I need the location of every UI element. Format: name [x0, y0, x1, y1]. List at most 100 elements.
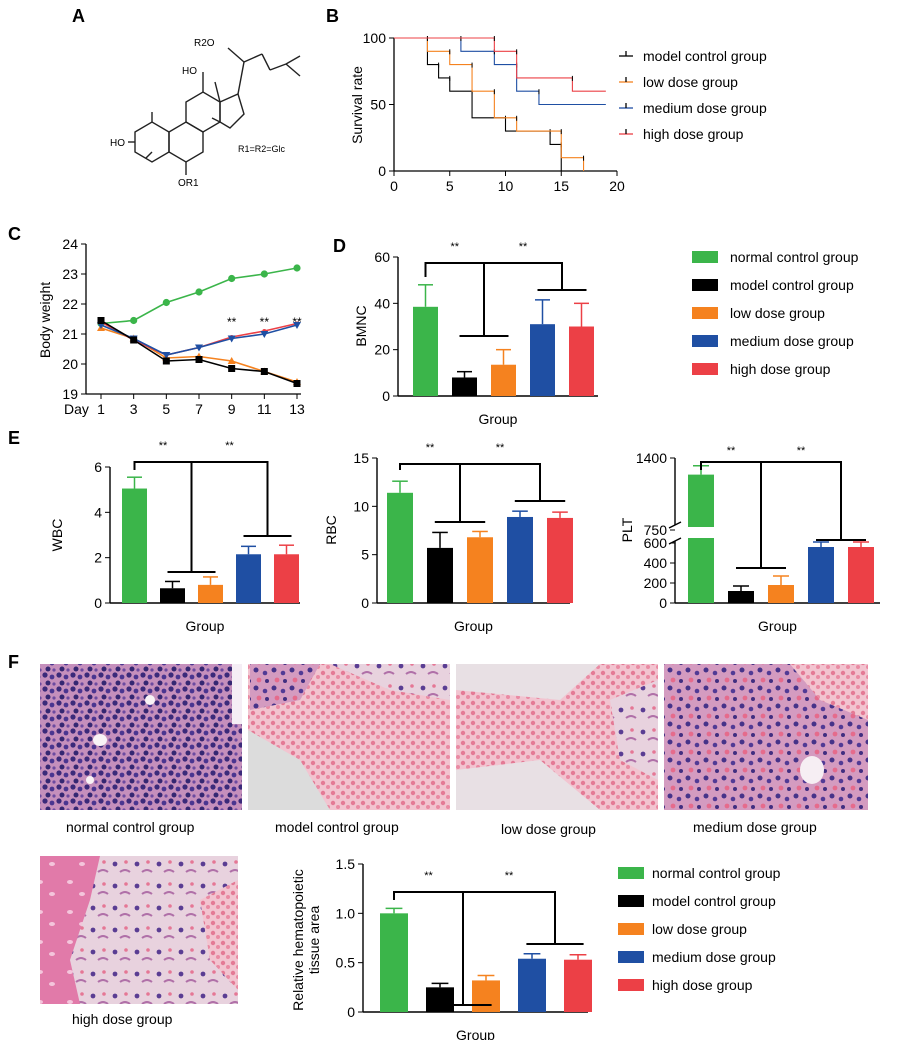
survival-y-label: Survival rate	[349, 66, 365, 144]
area-y-label-line: Relative hematopoietic	[290, 869, 306, 1011]
wbc-sig-1: **	[159, 440, 168, 452]
legend-bottom-model: model control group	[652, 893, 776, 909]
survival-ytick-label: 50	[370, 97, 386, 113]
wbc-x-label: Group	[186, 618, 225, 634]
plt-axis-break-1	[668, 521, 682, 529]
bw-point-normal	[130, 316, 138, 325]
rbc-bar-high	[547, 517, 573, 603]
structure-ho-left-label: HO	[110, 138, 125, 149]
rbc-ytick-label: 0	[361, 595, 369, 611]
bw-xtick-label: 11	[257, 401, 272, 417]
survival-xtick-label: 15	[553, 178, 569, 194]
bw-ytick-label: 21	[62, 326, 78, 342]
bw-point-model	[195, 356, 203, 363]
bw-xtick-label: 13	[289, 401, 305, 417]
area-x-label: Group	[456, 1027, 495, 1040]
area-bar-medium	[518, 958, 546, 1012]
plt-ytick-label: 200	[644, 575, 668, 591]
bmnc-sig-1: **	[450, 241, 459, 253]
structure-glc-legend: R1=R2=Glc	[238, 144, 286, 154]
wbc-ytick-label: 4	[94, 504, 102, 520]
bw-significance: **	[260, 315, 270, 329]
area-bar-high	[564, 959, 592, 1012]
group-legend-bottom: normal control group model control group…	[618, 865, 781, 993]
rbc-bar-medium	[507, 516, 533, 603]
legend-top-swatch-normal	[692, 251, 718, 263]
wbc-bracket-main	[133, 461, 269, 536]
legend-top-medium: medium dose group	[730, 333, 854, 349]
legend-b-model: model control group	[643, 48, 767, 64]
bw-xtick-label: 3	[130, 401, 138, 417]
legend-bottom-low: low dose group	[652, 921, 747, 937]
structure-r2o-label: R2O	[194, 38, 215, 49]
histology-low	[456, 664, 658, 810]
survival-xtick-label: 10	[498, 178, 514, 194]
survival-chart: 0 50 100 0 5 10 15 20 Survival rate	[349, 30, 625, 194]
bw-point-low	[227, 357, 236, 364]
bw-point-medium	[162, 352, 171, 359]
legend-bottom-medium: medium dose group	[652, 949, 776, 965]
histology-caption-low: low dose group	[501, 821, 596, 837]
wbc-sig-2: **	[225, 440, 234, 452]
plt-x-label: Group	[758, 618, 797, 634]
legend-b-medium: medium dose group	[643, 100, 767, 116]
area-sig-1: **	[424, 870, 433, 882]
plt-bar-break-gap	[686, 527, 716, 538]
bw-y-label: Body weight	[37, 282, 53, 358]
legend-bottom-swatch-high	[618, 979, 644, 991]
survival-xtick-label: 20	[609, 178, 625, 194]
survival-legend: model control group low dose group mediu…	[619, 48, 767, 142]
wbc-bar-high	[274, 554, 299, 603]
structure-ho-top-label: HO	[182, 66, 197, 77]
rbc-bar-low	[467, 537, 493, 603]
bmnc-bar-model	[452, 377, 477, 396]
wbc-ytick-label: 6	[94, 459, 102, 475]
rbc-sig-1: **	[426, 442, 435, 454]
hematopoietic-area-chart: 0 0.5 1.0 1.5 Group Relative hematopoietic tis…	[290, 856, 592, 1040]
bw-point-model	[228, 365, 236, 372]
bw-ytick-label: 24	[62, 236, 78, 252]
plt-ytick-label: 0	[659, 595, 667, 611]
plt-bar-high	[848, 547, 874, 603]
rbc-y-label: RBC	[323, 515, 339, 545]
plt-ytick-label: 1400	[636, 450, 667, 466]
plt-ytick-label: 400	[644, 555, 668, 571]
bw-xtick-label: 1	[97, 401, 105, 417]
plt-ytick-label: 600	[644, 535, 668, 551]
bw-point-medium	[195, 344, 203, 352]
legend-bottom-swatch-model	[618, 895, 644, 907]
histology-caption-medium: medium dose group	[693, 819, 817, 835]
bw-x-label: Day	[64, 401, 89, 417]
plt-bar-medium	[808, 547, 834, 603]
bw-point-model	[162, 357, 170, 365]
plt-bracket-main	[700, 461, 842, 540]
bw-significance: **	[292, 315, 302, 329]
rbc-ytick-label: 15	[353, 450, 369, 466]
panel-label-e: E	[8, 428, 20, 448]
wbc-bar-medium	[236, 554, 261, 603]
survival-ytick-label: 100	[363, 30, 387, 46]
plt-sig-1: **	[727, 445, 736, 457]
legend-bottom-swatch-normal	[618, 867, 644, 879]
bw-point-medium	[293, 322, 301, 329]
histology-caption-normal: normal control group	[66, 819, 195, 835]
bw-point-normal	[260, 270, 268, 278]
bw-point-model	[293, 380, 301, 387]
rbc-sig-2: **	[496, 442, 505, 454]
structure-or1-label: OR1	[178, 178, 199, 189]
bw-point-normal	[228, 274, 236, 283]
wbc-bar-normal	[122, 488, 147, 603]
plt-ytick-label: 750	[644, 522, 668, 538]
legend-top-normal: normal control group	[730, 249, 859, 265]
bw-point-model	[260, 368, 268, 375]
area-ytick-label: 0	[347, 1004, 355, 1020]
bmnc-y-label: BMNC	[353, 305, 369, 346]
rbc-chart: 0 5 10 15 Group RBC ** **	[323, 442, 573, 634]
histology-medium	[664, 664, 868, 810]
survival-line-model	[394, 37, 584, 172]
bw-point-medium	[260, 331, 269, 338]
bw-point-normal	[293, 264, 301, 272]
rbc-bracket-main	[399, 463, 541, 501]
legend-top-low: low dose group	[730, 305, 825, 321]
